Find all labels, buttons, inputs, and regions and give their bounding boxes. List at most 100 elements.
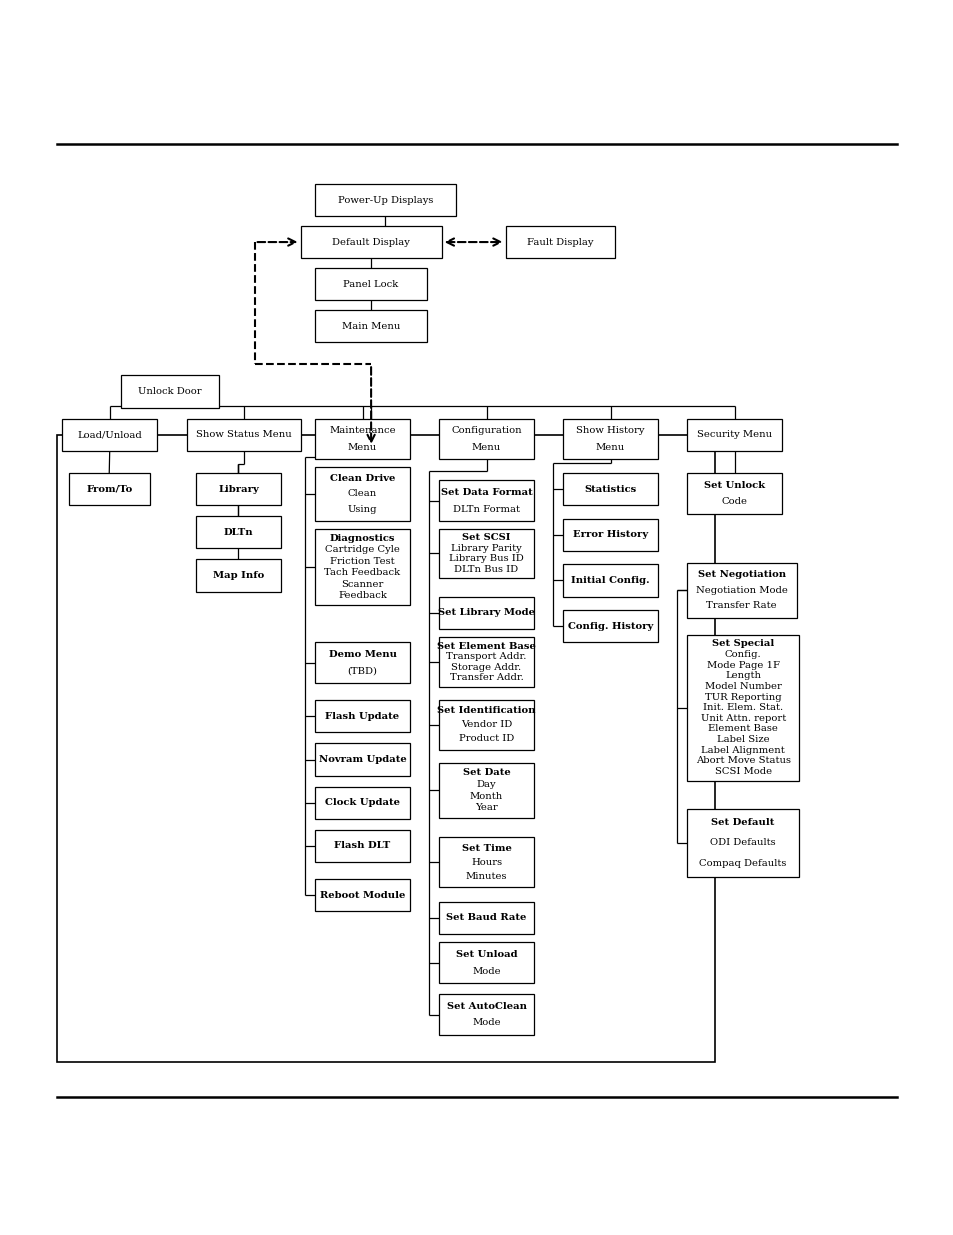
Text: DLTn: DLTn — [223, 527, 253, 537]
Text: Power-Up Displays: Power-Up Displays — [337, 195, 433, 205]
Text: Label Size: Label Size — [716, 735, 769, 743]
Text: Model Number: Model Number — [704, 682, 781, 690]
Bar — [438, 902, 534, 934]
Bar — [438, 700, 534, 750]
Text: Novram Update: Novram Update — [318, 755, 406, 764]
Text: Security Menu: Security Menu — [697, 430, 771, 440]
Text: Initial Config.: Initial Config. — [571, 576, 649, 585]
Text: From/To: From/To — [86, 484, 132, 494]
Text: Error History: Error History — [573, 530, 647, 540]
Text: Flash DLT: Flash DLT — [335, 841, 390, 851]
Text: Scanner: Scanner — [341, 579, 383, 589]
Text: Set Data Format: Set Data Format — [440, 488, 532, 496]
Text: Transfer Addr.: Transfer Addr. — [449, 673, 523, 682]
Bar — [562, 519, 658, 551]
Bar — [314, 787, 410, 819]
Bar — [438, 942, 534, 983]
Text: Mode: Mode — [472, 967, 500, 976]
Text: Storage Addr.: Storage Addr. — [451, 663, 521, 672]
Text: Friction Test: Friction Test — [330, 557, 395, 566]
Text: Unlock Door: Unlock Door — [138, 387, 202, 396]
Bar — [314, 467, 410, 521]
Bar — [314, 268, 427, 300]
Bar — [438, 994, 534, 1035]
Text: DLTn Format: DLTn Format — [453, 505, 519, 514]
Bar — [314, 830, 410, 862]
Text: Vendor ID: Vendor ID — [460, 720, 512, 730]
Text: Menu: Menu — [348, 443, 376, 452]
Text: Reboot Module: Reboot Module — [319, 890, 405, 900]
Text: Set Element Base: Set Element Base — [436, 642, 536, 651]
Text: Set SCSI: Set SCSI — [462, 534, 510, 542]
Bar — [438, 480, 534, 521]
Bar — [62, 419, 157, 451]
Text: Config. History: Config. History — [567, 621, 653, 631]
Bar — [314, 419, 410, 459]
Bar — [686, 809, 799, 877]
Text: Set Baud Rate: Set Baud Rate — [446, 913, 526, 923]
Text: Clean: Clean — [348, 489, 376, 499]
Text: Panel Lock: Panel Lock — [343, 279, 398, 289]
Bar — [314, 310, 427, 342]
Text: Cartridge Cyle: Cartridge Cyle — [325, 545, 399, 555]
Text: TUR Reporting: TUR Reporting — [704, 693, 781, 701]
Bar — [562, 419, 658, 459]
Text: Set Date: Set Date — [462, 768, 510, 777]
Bar — [438, 763, 534, 818]
Text: Init. Elem. Stat.: Init. Elem. Stat. — [702, 703, 782, 713]
Bar — [438, 529, 534, 578]
Bar — [562, 610, 658, 642]
Text: Tach Feedback: Tach Feedback — [324, 568, 400, 577]
Bar — [314, 700, 410, 732]
Bar — [121, 375, 219, 408]
Bar — [314, 529, 410, 605]
Text: Config.: Config. — [724, 650, 760, 659]
Bar — [195, 516, 281, 548]
Text: SCSI Mode: SCSI Mode — [714, 767, 771, 776]
Text: Mode: Mode — [472, 1019, 500, 1028]
Text: Code: Code — [720, 498, 747, 506]
Text: Configuration: Configuration — [451, 426, 521, 435]
Text: Show Status Menu: Show Status Menu — [196, 430, 292, 440]
Text: Demo Menu: Demo Menu — [328, 650, 396, 658]
Text: Statistics: Statistics — [584, 484, 636, 494]
Text: Maintenance: Maintenance — [329, 426, 395, 435]
Text: (TBD): (TBD) — [347, 667, 377, 676]
Text: Library Parity: Library Parity — [451, 543, 521, 552]
Text: Using: Using — [348, 505, 376, 514]
Text: Set Library Mode: Set Library Mode — [437, 608, 535, 618]
Text: Menu: Menu — [472, 443, 500, 452]
Text: Hours: Hours — [471, 857, 501, 867]
Text: Transport Addr.: Transport Addr. — [446, 652, 526, 661]
Text: Transfer Rate: Transfer Rate — [705, 601, 777, 610]
Text: Unit Attn. report: Unit Attn. report — [700, 714, 785, 722]
Text: Set AutoClean: Set AutoClean — [446, 1002, 526, 1010]
Text: Default Display: Default Display — [332, 237, 410, 247]
Text: Mode Page 1F: Mode Page 1F — [706, 661, 779, 669]
Text: Set Unload: Set Unload — [456, 950, 517, 958]
Text: Year: Year — [475, 804, 497, 813]
Bar — [686, 419, 781, 451]
Text: Flash Update: Flash Update — [325, 711, 399, 721]
Text: Set Time: Set Time — [461, 844, 511, 852]
Text: DLTn Bus ID: DLTn Bus ID — [454, 564, 518, 573]
Text: Map Info: Map Info — [213, 571, 264, 580]
Text: Day: Day — [476, 781, 496, 789]
Text: Clean Drive: Clean Drive — [330, 474, 395, 483]
Bar — [57, 435, 715, 1062]
Text: Set Default: Set Default — [711, 819, 774, 827]
Bar — [195, 473, 281, 505]
Text: Product ID: Product ID — [458, 735, 514, 743]
Bar — [438, 637, 534, 687]
Text: Abort Move Status: Abort Move Status — [695, 756, 790, 766]
Text: Library: Library — [218, 484, 258, 494]
Bar — [562, 473, 658, 505]
Text: Main Menu: Main Menu — [341, 321, 400, 331]
Text: Minutes: Minutes — [465, 872, 507, 881]
Bar — [562, 564, 658, 597]
Text: Element Base: Element Base — [707, 725, 778, 734]
Text: Show History: Show History — [576, 426, 644, 435]
Text: Load/Unload: Load/Unload — [77, 430, 142, 440]
Bar — [187, 419, 301, 451]
Text: Fault Display: Fault Display — [527, 237, 593, 247]
